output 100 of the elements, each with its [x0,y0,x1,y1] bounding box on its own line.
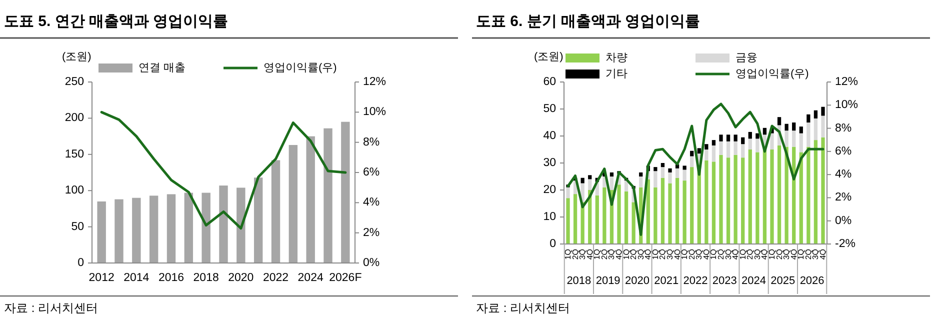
x-tick-label: 2Q [629,249,638,260]
bar [690,150,694,156]
y2-tick-label: 6% [363,166,380,178]
x-tick-label: 1Q [709,249,718,260]
bar [799,133,803,152]
x-tick-label: 3Q [578,249,588,260]
x-tick-label: 2014 [124,272,150,284]
bar [821,106,825,116]
y-tick-label: 50 [543,103,556,115]
bar [756,152,760,244]
y-axis-title: (조원) [534,51,564,63]
y2-tick-label: 12% [363,76,386,88]
x-tick-label: 2024 [298,272,324,284]
y-tick-label: 50 [71,220,84,233]
bar [682,170,686,181]
y2-tick-label: 4% [363,196,380,209]
bar [132,198,141,263]
bar [756,138,760,152]
bar [654,171,658,188]
bar [690,167,694,244]
bar [719,134,723,142]
bar [712,140,716,146]
x-tick-label: 4Q [614,249,624,260]
bar [654,187,658,244]
y2-tick-label: 8% [835,122,852,134]
x-tick-label: 1Q [564,249,573,260]
bar [254,178,263,263]
bar [236,188,246,263]
chart-title: 도표 6. 분기 매출액과 영업이익률 [476,13,700,30]
bar [762,128,767,135]
bar [748,138,752,150]
bar [624,180,628,192]
bar [762,148,767,244]
y2-tick-label: 6% [835,145,852,158]
bar [792,122,796,131]
bar [734,134,738,142]
x-tick-label: 3Q [752,249,762,260]
y-tick-label: 150 [64,148,84,160]
y-tick-label: 200 [64,112,84,124]
bar [580,178,584,184]
bar [741,158,745,244]
x-tick-label: 3Q [724,249,733,260]
bar [814,118,818,140]
x-tick-label: 2Q [746,249,755,260]
x-tick-label: 1Q [622,249,631,260]
bar [726,158,730,244]
bar [610,172,614,176]
x-tick-label: 2Q [716,249,726,260]
bar [821,137,825,244]
bar [573,194,578,244]
bar [726,141,730,158]
y2-tick-label: 4% [835,168,852,181]
bar [814,140,818,244]
bar [610,176,614,190]
bar [660,178,665,244]
bar [219,186,228,263]
x-tick-label: 2Q [658,249,668,260]
x-tick-label: 2018 [193,272,219,284]
legend-label: 영업이익률(우) [736,68,809,80]
x-tick-label: 2022 [262,272,289,284]
bar [690,156,694,168]
bar [617,184,621,244]
bar [806,146,810,244]
x-tick-label: 2026F [329,272,362,284]
bar [271,160,280,263]
bar [806,122,810,147]
bar [741,144,745,158]
y2-tick-label: 0% [363,257,380,269]
bar [726,134,730,142]
bar [566,198,570,244]
x-tick-label: 1Q [796,249,806,260]
bar [588,179,592,190]
x-tick-label: 2Q [687,249,696,260]
bar [719,141,723,155]
bar [704,144,708,150]
legend-label: 금융 [736,52,758,64]
x-tick-label: 1Q [738,249,748,260]
bar [639,176,643,188]
y-tick-label: 20 [543,184,556,196]
x-tick-label: 2020 [228,272,254,284]
line-series [566,102,824,236]
x-tick-label: 4Q [702,249,711,260]
bar [792,130,796,147]
bar [632,202,636,244]
y-tick-label: 60 [543,76,556,88]
bar [668,183,672,244]
bar [799,126,803,134]
text: 2023 [712,275,737,287]
x-tick-label: 4Q [731,249,740,260]
y-axis-title: (조원) [62,51,92,63]
bar [660,163,665,168]
bar [341,122,350,263]
x-tick-label: 3Q [636,249,646,260]
bar [748,132,752,139]
text: 2019 [596,275,620,287]
y2-tick-label: 2% [363,226,380,239]
x-tick-label: 3Q [782,249,792,260]
y-tick-label: 0 [78,257,84,269]
bar [675,168,680,178]
bar [306,136,315,263]
